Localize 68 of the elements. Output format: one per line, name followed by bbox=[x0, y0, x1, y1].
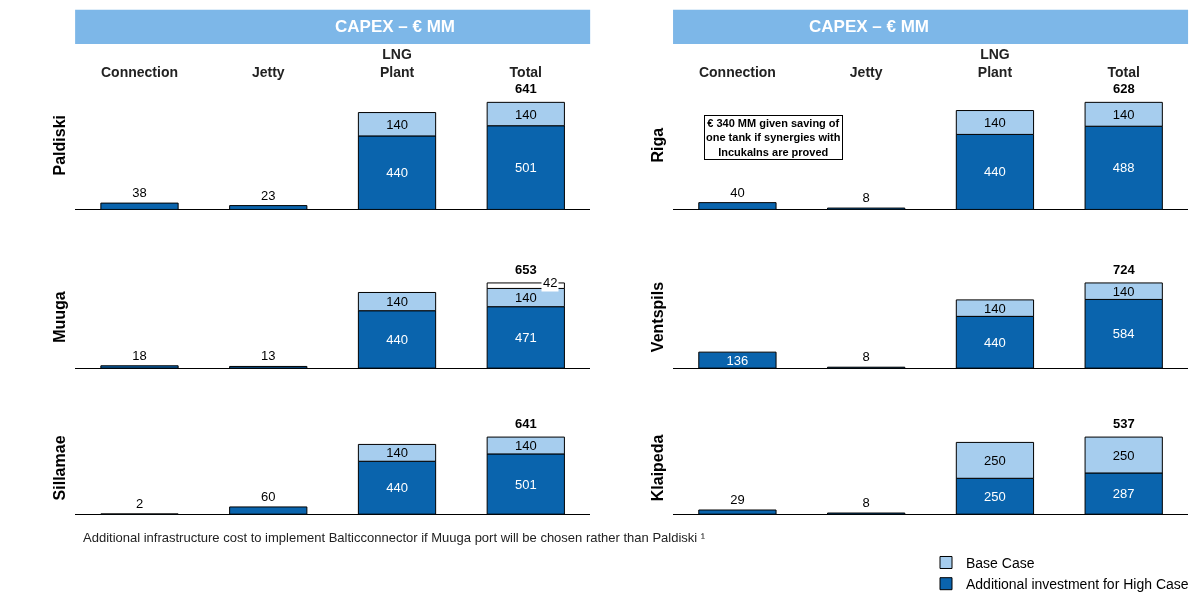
bar bbox=[229, 205, 308, 210]
total-label: 641 bbox=[515, 416, 537, 431]
data-label: 287 bbox=[1112, 486, 1135, 502]
bar bbox=[698, 509, 777, 515]
data-label: 250 bbox=[984, 452, 1006, 468]
data-label: 488 bbox=[1112, 160, 1135, 176]
data-label: 8 bbox=[862, 349, 870, 365]
legend-label: Base Case bbox=[966, 554, 1035, 571]
y-axis-title: Klaipeda bbox=[648, 434, 666, 502]
x-tick-label: LNG Plant bbox=[379, 45, 415, 81]
bar bbox=[229, 506, 308, 515]
data-label: 42 bbox=[543, 275, 558, 290]
x-tick-label: Connection bbox=[101, 64, 178, 81]
x-tick-label: Connection bbox=[698, 64, 776, 81]
total-label: 628 bbox=[1113, 81, 1135, 96]
data-label: 13 bbox=[261, 348, 276, 364]
y-axis-title: Muuga bbox=[51, 291, 69, 343]
data-label: 140 bbox=[514, 438, 537, 454]
total-label: 641 bbox=[515, 81, 537, 96]
data-label: 140 bbox=[1112, 106, 1135, 122]
data-label: 140 bbox=[984, 300, 1006, 316]
data-label: 136 bbox=[726, 352, 749, 368]
total-label: 724 bbox=[1113, 262, 1136, 277]
bar bbox=[100, 202, 179, 210]
x-tick-label: Jetty bbox=[251, 64, 285, 81]
x-tick-label: LNG Plant bbox=[977, 45, 1013, 81]
text: Additional infrastructure cost to implement Balticconnector if Muuga port will be chosen rather than Paldiski ¹ bbox=[83, 530, 706, 545]
data-label: 140 bbox=[386, 116, 408, 132]
data-label: 440 bbox=[386, 331, 408, 347]
y-axis-title: Riga bbox=[648, 127, 666, 163]
data-label: 140 bbox=[514, 290, 537, 306]
x-tick-label: Total bbox=[509, 64, 542, 81]
data-label: 501 bbox=[514, 476, 537, 492]
chart-title: CAPEX – € MM bbox=[335, 17, 455, 36]
data-label: 440 bbox=[984, 334, 1006, 350]
y-axis-title: Ventspils bbox=[648, 281, 666, 353]
annotation: € 340 MM given saving of one tank if synergies with Incukalns are proved bbox=[706, 117, 841, 158]
data-label: 140 bbox=[386, 294, 408, 310]
data-label: 140 bbox=[984, 114, 1006, 130]
data-label: 8 bbox=[862, 190, 870, 206]
data-label: 250 bbox=[984, 488, 1006, 504]
data-label: 23 bbox=[261, 187, 276, 203]
y-axis-title: Paldiski bbox=[51, 114, 69, 176]
data-label: 584 bbox=[1112, 326, 1135, 342]
data-label: 440 bbox=[386, 480, 408, 496]
x-tick-label: Jetty bbox=[849, 64, 883, 81]
data-label: 250 bbox=[1112, 447, 1135, 463]
data-label: 140 bbox=[514, 106, 537, 122]
data-label: 140 bbox=[1112, 283, 1135, 299]
total-label: 537 bbox=[1113, 416, 1135, 431]
data-label: 501 bbox=[514, 160, 537, 176]
data-label: 18 bbox=[132, 347, 147, 363]
legend-label: Additional investment for High Case bbox=[966, 576, 1189, 593]
data-label: 8 bbox=[862, 495, 870, 511]
chart-title: CAPEX – € MM bbox=[809, 17, 929, 36]
total-label: 653 bbox=[515, 262, 537, 277]
data-label: 471 bbox=[514, 329, 537, 345]
data-label: 38 bbox=[132, 185, 147, 201]
bar bbox=[698, 202, 777, 210]
y-axis-title: Sillamae bbox=[51, 435, 69, 501]
data-label: 2 bbox=[135, 495, 144, 511]
data-label: 440 bbox=[386, 165, 408, 181]
data-label: 29 bbox=[730, 492, 745, 508]
data-label: 140 bbox=[386, 445, 408, 461]
data-label: 60 bbox=[261, 488, 276, 504]
data-label: 440 bbox=[984, 164, 1006, 180]
x-tick-label: Total bbox=[1107, 64, 1140, 81]
data-label: 40 bbox=[730, 184, 745, 200]
